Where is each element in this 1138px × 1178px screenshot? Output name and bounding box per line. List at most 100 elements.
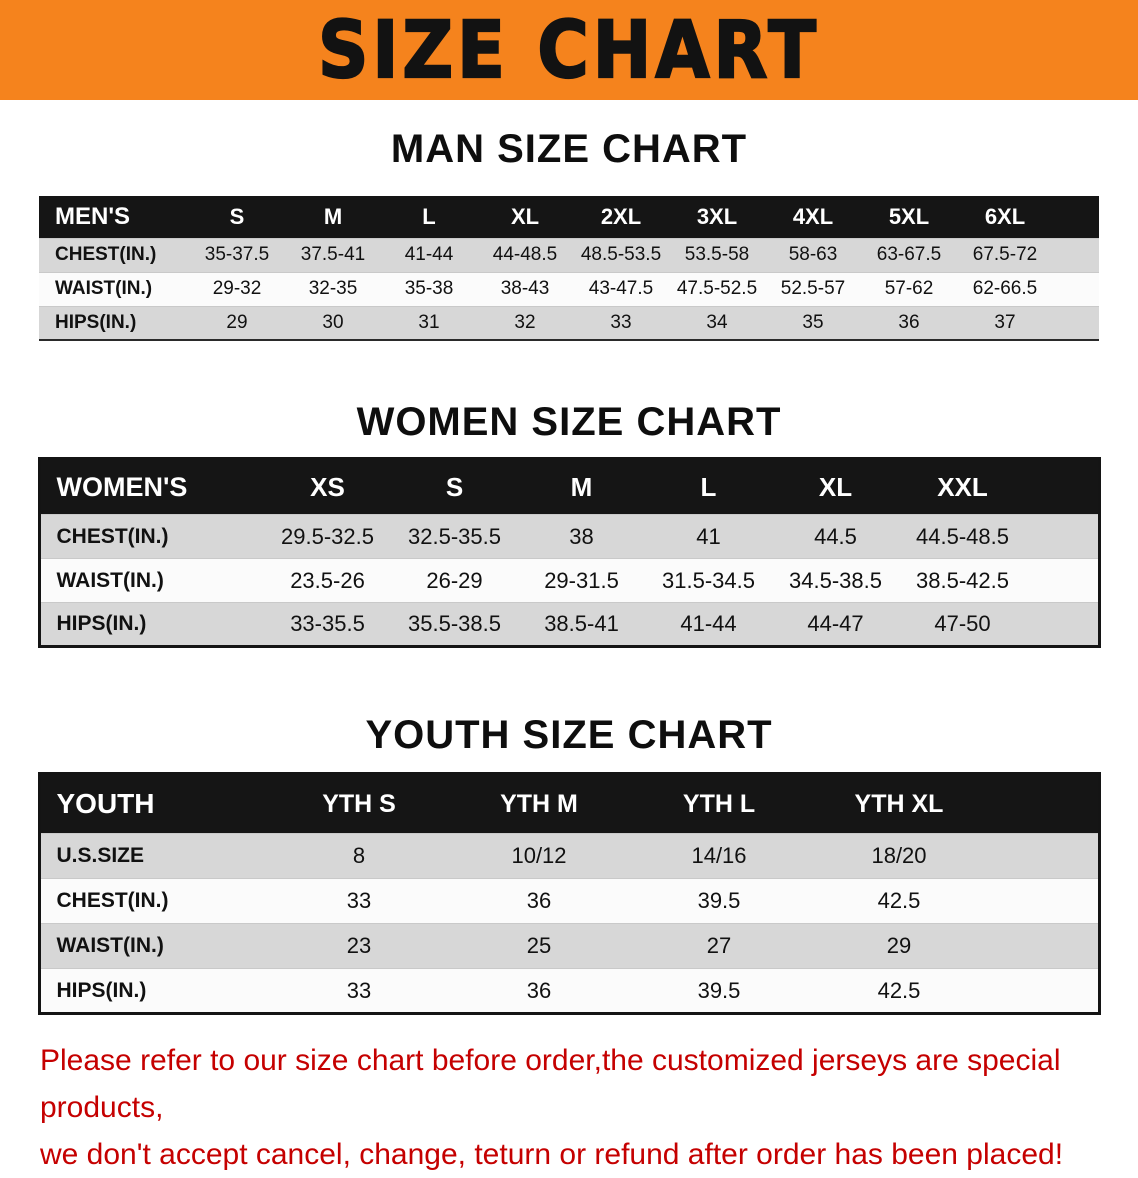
size-header: YTH L <box>629 773 809 834</box>
banner: SIZE CHART <box>0 0 1138 100</box>
row-label: WAIST(IN.) <box>39 923 269 969</box>
women-section: WOMEN SIZE CHART WOMEN'S XS S M L XL XXL <box>0 399 1138 648</box>
size-value: 47-50 <box>899 602 1026 647</box>
size-value: 34 <box>669 306 765 340</box>
size-header: YTH XL <box>809 773 989 834</box>
youth-heading: YOUTH SIZE CHART <box>365 713 773 757</box>
size-value: 29 <box>189 306 285 340</box>
row-label: CHEST(IN.) <box>39 238 189 272</box>
size-value: 35-37.5 <box>189 238 285 272</box>
size-value: 8 <box>269 833 449 879</box>
size-value: 39.5 <box>629 968 809 1014</box>
youth-table-title: YOUTH <box>39 773 269 834</box>
men-section: MAN SIZE CHART MEN'S S M L XL 2XL 3XL 4X… <box>0 126 1138 341</box>
size-header: S <box>189 196 285 238</box>
spacer-cell <box>1026 458 1099 515</box>
size-value: 35 <box>765 306 861 340</box>
row-label: WAIST(IN.) <box>39 272 189 306</box>
size-value: 48.5-53.5 <box>573 238 669 272</box>
women-heading: WOMEN SIZE CHART <box>356 400 782 444</box>
row-label: CHEST(IN.) <box>39 514 264 559</box>
spacer-cell <box>989 878 1099 924</box>
men-chest-row: CHEST(IN.) 35-37.5 37.5-41 41-44 44-48.5… <box>39 238 1099 272</box>
size-value: 37 <box>957 306 1053 340</box>
size-value: 62-66.5 <box>957 272 1053 306</box>
men-header-row: MEN'S S M L XL 2XL 3XL 4XL 5XL 6XL <box>39 196 1099 238</box>
size-value: 26-29 <box>391 558 518 603</box>
size-value: 43-47.5 <box>573 272 669 306</box>
size-value: 42.5 <box>809 878 989 924</box>
size-value: 36 <box>449 878 629 924</box>
spacer-cell <box>1053 196 1099 238</box>
size-value: 23 <box>269 923 449 969</box>
youth-waist-row: WAIST(IN.) 23 25 27 29 <box>39 923 1099 969</box>
row-label: HIPS(IN.) <box>39 306 189 340</box>
women-table-title: WOMEN'S <box>39 458 264 515</box>
size-value: 63-67.5 <box>861 238 957 272</box>
size-value: 47.5-52.5 <box>669 272 765 306</box>
youth-ussize-row: U.S.SIZE 8 10/12 14/16 18/20 <box>39 833 1099 879</box>
row-label: U.S.SIZE <box>39 833 269 879</box>
row-label: HIPS(IN.) <box>39 602 264 647</box>
size-value: 29-32 <box>189 272 285 306</box>
youth-section: YOUTH SIZE CHART YOUTH YTH S YTH M YTH L… <box>0 712 1138 1015</box>
size-header: 4XL <box>765 196 861 238</box>
size-value: 44.5-48.5 <box>899 514 1026 559</box>
size-value: 67.5-72 <box>957 238 1053 272</box>
spacer-cell <box>989 773 1099 834</box>
size-value: 33 <box>269 878 449 924</box>
youth-header-row: YOUTH YTH S YTH M YTH L YTH XL <box>39 773 1099 834</box>
size-value: 10/12 <box>449 833 629 879</box>
size-value: 31.5-34.5 <box>645 558 772 603</box>
size-value: 29.5-32.5 <box>264 514 391 559</box>
size-header: YTH S <box>269 773 449 834</box>
size-header: M <box>518 458 645 515</box>
size-value: 42.5 <box>809 968 989 1014</box>
size-value: 41-44 <box>381 238 477 272</box>
size-header: S <box>391 458 518 515</box>
size-value: 44-47 <box>772 602 899 647</box>
size-value: 37.5-41 <box>285 238 381 272</box>
size-value: 53.5-58 <box>669 238 765 272</box>
size-header: 6XL <box>957 196 1053 238</box>
size-value: 25 <box>449 923 629 969</box>
disclaimer-line-1: Please refer to our size chart before or… <box>40 1044 1061 1124</box>
size-value: 30 <box>285 306 381 340</box>
size-value: 32.5-35.5 <box>391 514 518 559</box>
size-value: 23.5-26 <box>264 558 391 603</box>
youth-size-table: YOUTH YTH S YTH M YTH L YTH XL U.S.SIZE … <box>37 772 1101 1015</box>
row-label: HIPS(IN.) <box>39 968 269 1014</box>
size-header: 5XL <box>861 196 957 238</box>
spacer-cell <box>989 833 1099 879</box>
women-hips-row: HIPS(IN.) 33-35.5 35.5-38.5 38.5-41 41-4… <box>39 602 1099 647</box>
spacer-cell <box>989 923 1099 969</box>
disclaimer-line-2: we don't accept cancel, change, teturn o… <box>40 1138 1064 1171</box>
size-value: 44.5 <box>772 514 899 559</box>
size-header: 3XL <box>669 196 765 238</box>
size-value: 33 <box>269 968 449 1014</box>
women-size-table: WOMEN'S XS S M L XL XXL CHEST(IN.) 29.5-… <box>37 457 1101 648</box>
disclaimer: Please refer to our size chart before or… <box>40 1037 1098 1178</box>
size-header: YTH M <box>449 773 629 834</box>
size-value: 35.5-38.5 <box>391 602 518 647</box>
size-value: 38.5-41 <box>518 602 645 647</box>
size-value: 41-44 <box>645 602 772 647</box>
men-table-title: MEN'S <box>39 196 189 238</box>
size-header: XS <box>264 458 391 515</box>
spacer-cell <box>989 968 1099 1014</box>
size-value: 14/16 <box>629 833 809 879</box>
size-header: XL <box>772 458 899 515</box>
size-header: XXL <box>899 458 1026 515</box>
size-header: L <box>645 458 772 515</box>
spacer-cell <box>1053 306 1099 340</box>
size-value: 36 <box>861 306 957 340</box>
size-value: 36 <box>449 968 629 1014</box>
size-value: 39.5 <box>629 878 809 924</box>
size-value: 32-35 <box>285 272 381 306</box>
row-label: WAIST(IN.) <box>39 558 264 603</box>
size-value: 52.5-57 <box>765 272 861 306</box>
spacer-cell <box>1026 602 1099 647</box>
size-value: 33 <box>573 306 669 340</box>
spacer-cell <box>1053 238 1099 272</box>
